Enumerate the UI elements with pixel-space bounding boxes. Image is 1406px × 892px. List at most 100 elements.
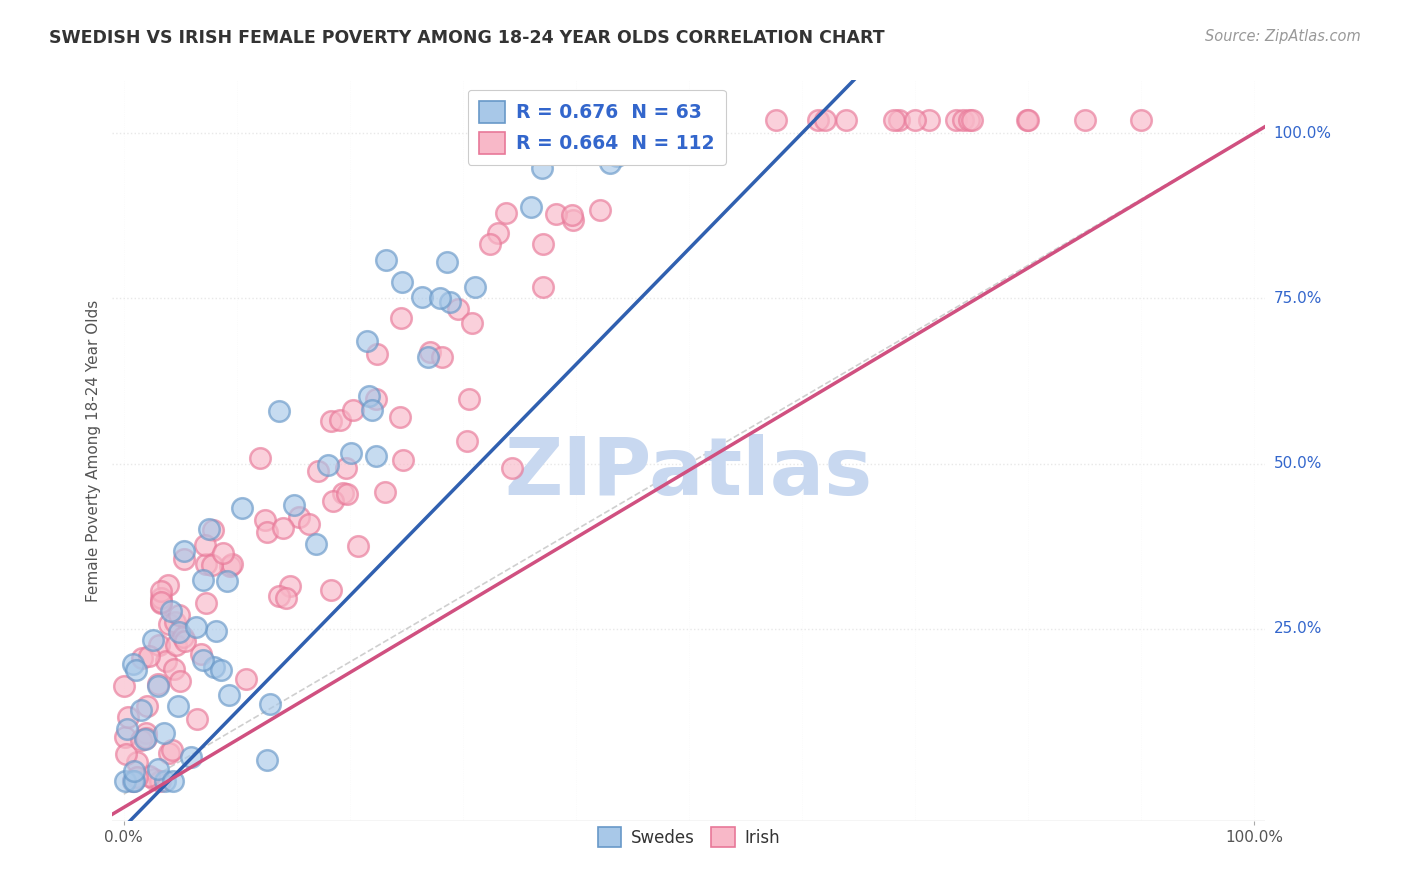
Point [588, 112, 610, 127]
Point [254, 513, 277, 527]
Point [235, 672, 257, 686]
Point [502, 112, 524, 127]
Point [486, 226, 509, 240]
Point [695, 112, 717, 127]
Point [957, 112, 980, 127]
Point [149, 591, 172, 605]
Point [156, 577, 179, 591]
Point [332, 485, 354, 500]
Point [329, 413, 352, 427]
Point [271, 521, 294, 535]
Y-axis label: Female Poverty Among 18-24 Year Olds: Female Poverty Among 18-24 Year Olds [86, 300, 101, 601]
Point [361, 403, 384, 417]
Point [288, 510, 311, 524]
Point [269, 589, 291, 603]
Point [115, 747, 138, 761]
Point [335, 461, 357, 475]
Point [159, 746, 181, 760]
Point [125, 663, 148, 677]
Point [174, 633, 197, 648]
Point [436, 255, 458, 269]
Point [807, 112, 830, 127]
Point [765, 112, 787, 127]
Point [530, 161, 553, 176]
Point [612, 112, 634, 127]
Point [1015, 112, 1038, 127]
Point [142, 633, 165, 648]
Text: SWEDISH VS IRISH FEMALE POVERTY AMONG 18-24 YEAR OLDS CORRELATION CHART: SWEDISH VS IRISH FEMALE POVERTY AMONG 18… [49, 29, 884, 46]
Text: ZIPatlas: ZIPatlas [505, 434, 873, 512]
Point [146, 679, 169, 693]
Point [460, 316, 482, 330]
Point [194, 557, 217, 571]
Point [155, 654, 177, 668]
Text: Source: ZipAtlas.com: Source: ZipAtlas.com [1205, 29, 1361, 44]
Point [218, 689, 240, 703]
Point [167, 625, 190, 640]
Point [562, 112, 585, 127]
Point [835, 112, 858, 127]
Point [122, 774, 145, 789]
Point [121, 657, 143, 672]
Point [520, 200, 543, 214]
Point [173, 544, 195, 558]
Point [149, 583, 172, 598]
Point [193, 652, 215, 666]
Point [617, 112, 640, 127]
Point [364, 392, 387, 406]
Point [122, 764, 145, 778]
Point [599, 156, 621, 170]
Point [307, 464, 329, 478]
Point [131, 650, 153, 665]
Point [610, 112, 633, 127]
Point [115, 722, 138, 736]
Point [464, 280, 486, 294]
Point [160, 604, 183, 618]
Point [665, 112, 688, 127]
Point [121, 774, 143, 789]
Point [112, 679, 135, 693]
Point [960, 112, 983, 127]
Point [561, 208, 583, 222]
Point [167, 607, 190, 622]
Point [195, 596, 218, 610]
Point [153, 774, 176, 789]
Point [122, 774, 145, 789]
Point [478, 237, 501, 252]
Point [904, 112, 927, 127]
Point [339, 446, 361, 460]
Text: 100.0%: 100.0% [1274, 126, 1331, 141]
Point [165, 638, 187, 652]
Point [219, 559, 242, 574]
Point [411, 289, 433, 303]
Point [201, 523, 224, 537]
Point [1073, 112, 1095, 127]
Point [259, 698, 281, 712]
Point [129, 703, 152, 717]
Legend: Swedes, Irish: Swedes, Irish [588, 817, 790, 856]
Point [391, 275, 413, 289]
Point [283, 498, 305, 512]
Point [695, 112, 717, 127]
Point [146, 762, 169, 776]
Text: 75.0%: 75.0% [1274, 291, 1322, 306]
Point [531, 280, 554, 294]
Point [889, 112, 911, 127]
Point [495, 205, 517, 219]
Point [129, 732, 152, 747]
Point [366, 346, 388, 360]
Point [231, 501, 253, 516]
Point [201, 558, 224, 573]
Point [143, 772, 166, 786]
Point [148, 638, 170, 652]
Point [305, 537, 328, 551]
Point [647, 112, 669, 127]
Point [135, 731, 157, 745]
Point [554, 112, 576, 127]
Point [813, 112, 835, 127]
Point [671, 120, 693, 134]
Point [150, 595, 173, 609]
Point [165, 615, 187, 630]
Point [114, 774, 136, 789]
Point [204, 659, 226, 673]
